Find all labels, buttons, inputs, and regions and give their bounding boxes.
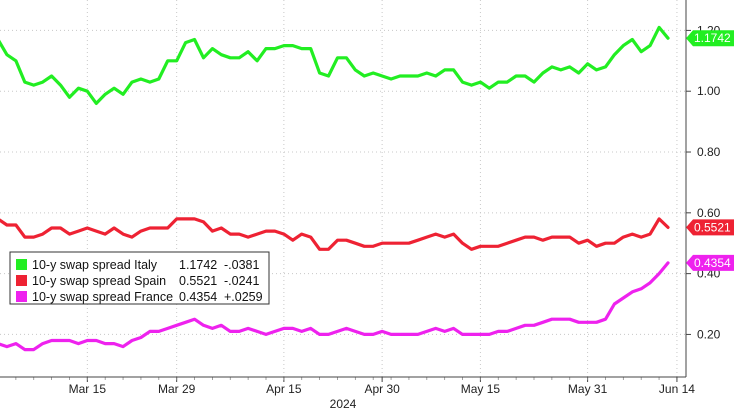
last-value-tag-bg (686, 254, 734, 271)
x-tick-label: May 15 (461, 382, 501, 396)
legend-swatch (16, 291, 27, 302)
legend-series-name: 10-y swap spread Spain (32, 274, 166, 288)
y-tick-label: 0.60 (697, 206, 721, 220)
last-value-tag-text: 1.1742 (694, 31, 731, 45)
legend-series-change: -.0381 (224, 258, 259, 272)
x-tick-label: Jun 14 (659, 382, 695, 396)
y-tick-label: 0.80 (697, 145, 721, 159)
grid-lines (0, 0, 686, 377)
last-value-tag-1: 0.5521 (686, 219, 734, 236)
x-tick-label: Mar 15 (69, 382, 107, 396)
y-tick-label: 1.00 (697, 84, 721, 98)
last-value-tag-bg (686, 30, 734, 47)
x-tick-label: Apr 30 (364, 382, 400, 396)
series-layer (0, 25, 670, 352)
last-value-tag-bg (686, 219, 734, 236)
legend-swatch (16, 259, 27, 270)
legend-item-2: 10-y swap spread France 0.4354 +.0259 (16, 290, 263, 304)
legend-series-name: 10-y swap spread Italy (32, 258, 158, 272)
x-tick-label: Mar 29 (158, 382, 196, 396)
legend-series-last: 0.4354 (179, 290, 217, 304)
series-line-2 (0, 261, 670, 352)
last-value-tags: 1.1742 0.5521 0.4354 (686, 30, 734, 271)
legend-swatch (16, 275, 27, 286)
legend-item-1: 10-y swap spread Spain 0.5521 -.0241 (16, 274, 259, 288)
legend-series-change: +.0259 (224, 290, 263, 304)
legend-box (9, 251, 270, 305)
y-tick-label: 0.20 (697, 327, 721, 341)
last-value-tag-0: 1.1742 (686, 30, 734, 47)
series-line-0 (0, 25, 670, 106)
last-value-tag-text: 0.5521 (694, 220, 731, 234)
legend-series-change: -.0241 (224, 274, 259, 288)
legend-item-0: 10-y swap spread Italy 1.1742 -.0381 (16, 258, 259, 272)
last-value-tag-2: 0.4354 (686, 254, 734, 271)
x-tick-label: May 31 (568, 382, 608, 396)
x-year-label: 2024 (330, 397, 357, 411)
legend-series-name: 10-y swap spread France (32, 290, 173, 304)
legend-series-last: 1.1742 (179, 258, 217, 272)
x-tick-label: Apr 15 (266, 382, 302, 396)
series-line-1 (0, 217, 670, 251)
legend-series-last: 0.5521 (179, 274, 217, 288)
last-value-tag-text: 0.4354 (694, 256, 731, 270)
